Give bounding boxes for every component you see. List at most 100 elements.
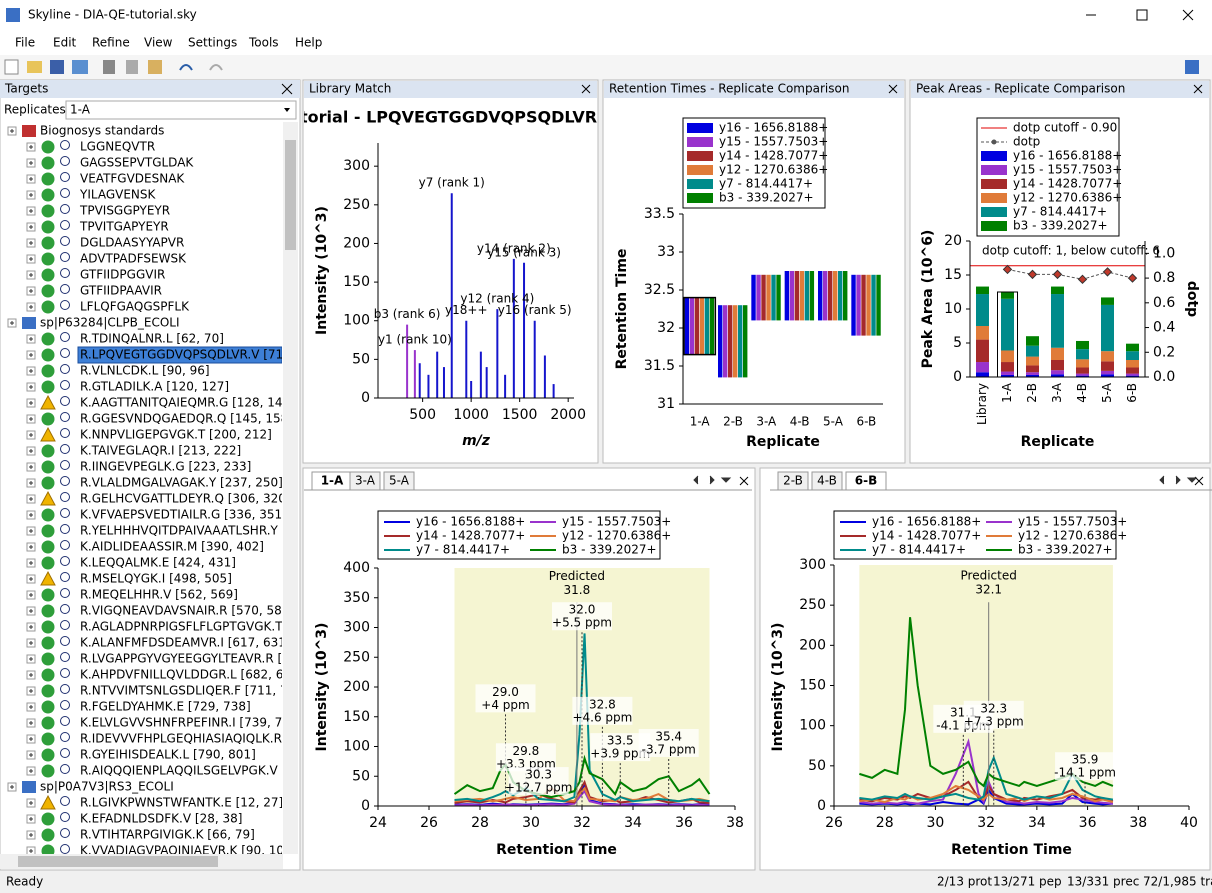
menu-item[interactable]: Tools — [248, 36, 279, 50]
tab[interactable] — [845, 471, 887, 491]
menu-item[interactable]: File — [15, 36, 35, 50]
peptide[interactable]: TPVISGGPYEYR — [79, 204, 170, 218]
peptide[interactable]: K.LEQQALMK.E [424, 431] — [80, 556, 236, 570]
maximize-button[interactable] — [1136, 9, 1148, 21]
peptide[interactable]: R.VIGQNEAVDAVSNAIR.R [570, 585] — [80, 604, 294, 618]
rt-range — [751, 274, 756, 321]
tab-label[interactable]: 1-A — [321, 474, 344, 488]
menu-item[interactable]: Help — [295, 36, 322, 50]
tab[interactable] — [811, 471, 843, 491]
peptide[interactable]: DGLDAASYYAPVR — [80, 236, 184, 250]
rt-range — [833, 271, 838, 321]
y-tick-label: 150 — [343, 709, 370, 725]
peptide[interactable]: YILAGVENSK — [79, 188, 157, 202]
peptide[interactable]: R.AIQQQIENPLAQQILSGELVPGK.V [820, — [80, 764, 313, 778]
y-tick-label: 250 — [799, 597, 826, 613]
peptide[interactable]: K.VFVAEPSVEDTIAILR.G [336, 351] — [80, 508, 287, 522]
close-panel[interactable] — [281, 83, 293, 95]
peptide[interactable]: VEATFGVDESNAK — [80, 172, 185, 186]
expander-sign — [10, 321, 14, 325]
peptide[interactable]: LGGNEQVTR — [80, 140, 155, 154]
h-scroll-thumb[interactable] — [18, 856, 218, 867]
peptide[interactable]: LFLQFGAQGSPFLK — [80, 300, 190, 314]
peptide[interactable]: R.TDINQALNR.L [62, 70] — [80, 332, 224, 346]
tab-nav[interactable] — [1159, 475, 1198, 485]
peptide-icon — [60, 412, 70, 422]
menu-item[interactable]: Edit — [53, 36, 77, 50]
peptide[interactable]: GAGSSEPVTGLDAK — [80, 156, 194, 170]
area-segment — [1101, 370, 1114, 375]
peptide[interactable]: R.VTIHTARPGIVIGK.K [66, 79] — [80, 828, 255, 842]
legend-swatch — [687, 137, 713, 147]
tab-label[interactable]: 6-B — [855, 474, 877, 488]
area-segment — [976, 326, 989, 340]
peptide[interactable]: K.AAGTTANITQAIEQMR.G [128, 144] — [80, 396, 295, 410]
tab[interactable] — [349, 471, 381, 491]
scrollbar[interactable] — [283, 122, 298, 854]
ok-icon — [41, 812, 55, 826]
peptide[interactable]: R.VLALDMGALVAGAK.Y [237, 250] — [80, 476, 283, 490]
protein-name[interactable]: Biognosys standards — [40, 124, 164, 138]
peptide[interactable]: R.LVGAPPGYVGYEEGGYLTEAVR.R [64 — [80, 652, 297, 666]
rt-range — [709, 297, 715, 355]
peptide[interactable]: R.MEQELHHR.V [562, 569] — [80, 588, 238, 602]
panel-close-buttons[interactable] — [581, 84, 1204, 486]
peptide[interactable]: K.AIDLIDEAASSIR.M [390, 402] — [80, 540, 264, 554]
peptide[interactable]: K.EFADNLDSDFK.V [28, 38] — [80, 812, 242, 826]
peptide[interactable]: R.IINGEVPEGLK.G [223, 233] — [80, 460, 251, 474]
peptide[interactable]: TPVITGAPYEYR — [79, 220, 169, 234]
peptide[interactable]: ADVTPADFSEWSK — [80, 252, 187, 266]
rt-range — [776, 274, 781, 321]
warning-icon — [40, 394, 56, 410]
tab-nav[interactable] — [693, 475, 732, 485]
peptide[interactable]: R.GTLADILK.A [120, 127] — [80, 380, 229, 394]
peptide[interactable]: R.GGESVNDQGAEDQR.Q [145, 158] — [80, 412, 293, 426]
expander-sign — [29, 721, 33, 725]
y-tick-label: 5 — [953, 335, 962, 351]
scroll-thumb[interactable] — [285, 140, 296, 250]
peptide[interactable]: K.TAIVEGLAQR.I [213, 222] — [80, 444, 241, 458]
x-tick-label: 1500 — [502, 407, 538, 423]
peptide[interactable]: R.FGELDYAHMK.E [729, 738] — [80, 700, 251, 714]
peptide[interactable]: K.ALANFMFDSDEAMVR.I [617, 631] — [80, 636, 291, 650]
y-tick-label: 300 — [799, 557, 826, 573]
ok-icon — [41, 380, 55, 394]
menu-item[interactable]: Settings — [188, 36, 237, 50]
chromatogram-traces — [859, 617, 1114, 806]
tab-label[interactable]: 3-A — [355, 474, 376, 488]
peptide[interactable]: R.IDEVVVFHPLGEQHIASIAQIQLK.R [757 — [80, 732, 313, 746]
ok-icon — [41, 284, 55, 298]
peptide[interactable]: R.AGLADPNRPIGSFLFLGPTGVGK.T [58 — [80, 620, 306, 634]
peptide[interactable]: R.MSELQYGK.I [498, 505] — [80, 572, 232, 586]
expander-sign — [29, 433, 33, 437]
peptide[interactable]: K.ELVLGVVSHNFRPEFINR.I [739, 756] — [80, 716, 302, 730]
peptide[interactable]: R.YELHHHVQITDPAIVAAATLSHR.Y [357 — [80, 524, 309, 538]
legend-swatch — [981, 165, 1007, 175]
peptide[interactable]: R.NTVVIMTSNLGSDLIQER.F [711, 728] — [80, 684, 308, 698]
menu-item[interactable]: View — [144, 36, 173, 50]
y-tick-label: 15 — [944, 267, 962, 283]
protein-name[interactable]: sp|P0A7V3|RS3_ECOLI — [40, 780, 174, 794]
peptide[interactable]: GTFIIDPGGVIR — [80, 268, 165, 282]
peptide[interactable]: K.NNPVLIGEPGVGK.T [200, 212] — [80, 428, 272, 442]
peptide[interactable]: R.LPQVEGTGGDVQPSQDLVR.V [71, 89] — [80, 348, 311, 362]
peptide[interactable]: R.GELHCVGATTLDEYR.Q [306, 320] — [80, 492, 291, 506]
trace — [859, 780, 1114, 803]
tab-label[interactable]: 4-B — [817, 474, 837, 488]
close-button[interactable] — [1182, 9, 1194, 21]
peptide[interactable]: R.GYEIHISDEALK.L [790, 801] — [80, 748, 256, 762]
protein-name[interactable]: sp|P63284|CLPB_ECOLI — [40, 316, 180, 330]
tab[interactable] — [383, 471, 415, 491]
area-segment — [1076, 375, 1089, 377]
tab[interactable] — [777, 471, 809, 491]
menu-item[interactable]: Refine — [92, 36, 130, 50]
legend-label: y7 - 814.4417+ — [416, 543, 510, 557]
replicate-combo[interactable] — [65, 100, 297, 120]
peptide[interactable]: R.LGIVKPWNSTWFANTK.E [12, 27] — [80, 796, 283, 810]
tab-label[interactable]: 5-A — [389, 474, 410, 488]
tab-label[interactable]: 2-B — [783, 474, 803, 488]
peptide[interactable]: R.VLNLCDK.L [90, 96] — [80, 364, 210, 378]
x-tick-label: 26 — [825, 815, 843, 831]
peptide[interactable]: GTFIIDPAAVIR — [80, 284, 162, 298]
peptide[interactable]: K.AHPDVFNILLQVLDDGR.L [682, 696] — [80, 668, 303, 682]
